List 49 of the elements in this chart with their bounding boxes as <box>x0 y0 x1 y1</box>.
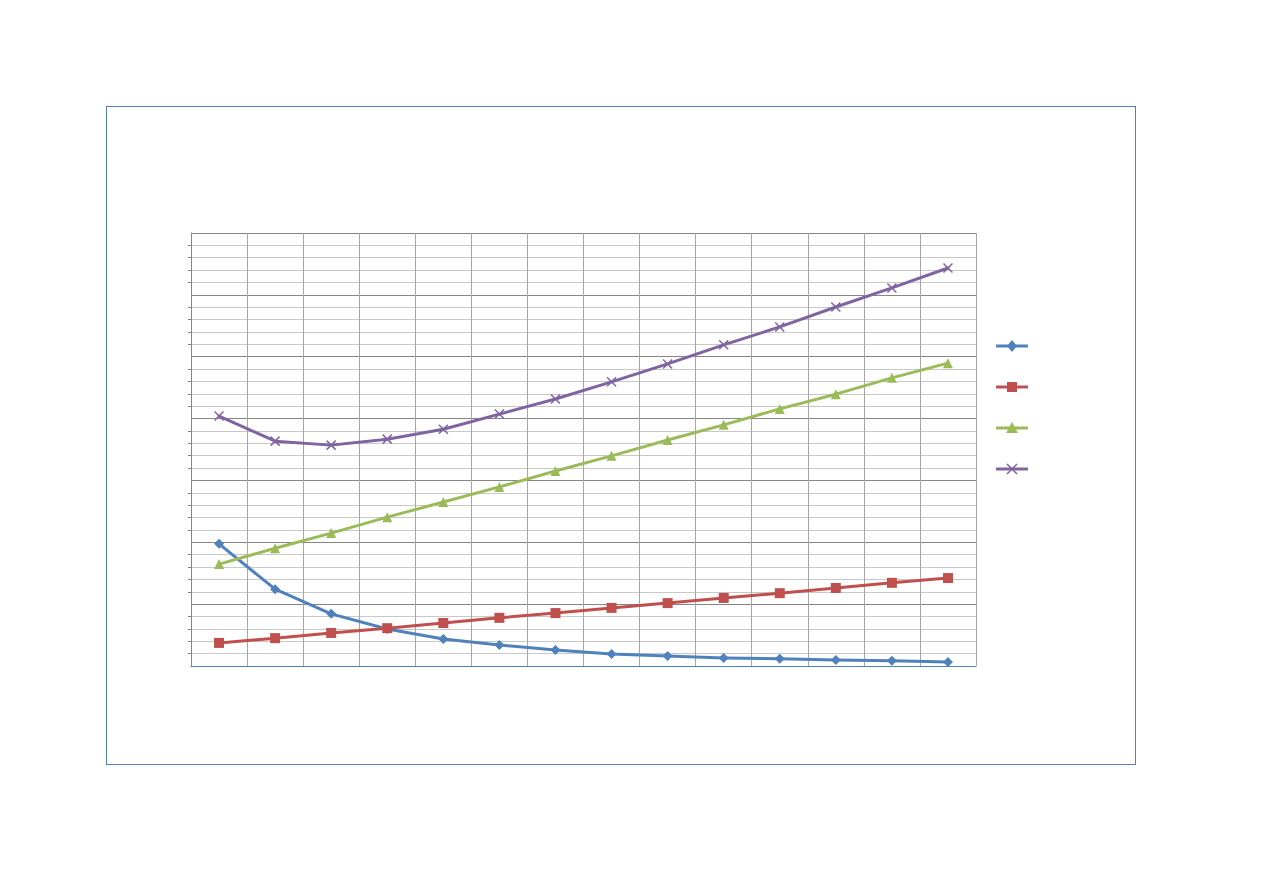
point <box>213 410 225 422</box>
point <box>494 639 505 650</box>
point <box>886 577 897 588</box>
point <box>718 419 729 430</box>
point <box>774 403 785 414</box>
point <box>270 543 281 554</box>
point <box>214 637 225 648</box>
point <box>606 649 617 660</box>
point <box>830 583 841 593</box>
point <box>942 358 953 369</box>
point <box>662 651 673 662</box>
point <box>718 339 729 351</box>
point <box>438 633 449 644</box>
point <box>550 393 561 405</box>
point <box>606 450 617 461</box>
point <box>326 528 337 539</box>
point <box>606 376 617 388</box>
point <box>662 434 673 445</box>
point <box>269 435 281 447</box>
point <box>606 602 617 613</box>
point <box>662 598 673 609</box>
point <box>550 608 561 619</box>
point <box>774 588 785 599</box>
point <box>830 301 842 313</box>
point <box>494 481 505 492</box>
point <box>830 389 841 400</box>
point <box>886 372 897 383</box>
point <box>270 633 281 644</box>
point <box>214 538 225 549</box>
point <box>662 358 673 370</box>
point <box>494 612 505 623</box>
point <box>326 608 337 619</box>
point <box>550 465 561 476</box>
point <box>382 512 393 523</box>
point <box>942 573 953 584</box>
point <box>326 627 337 638</box>
point <box>550 645 561 656</box>
point <box>438 423 449 435</box>
point <box>438 497 449 508</box>
point <box>214 559 225 570</box>
point <box>438 618 449 629</box>
point <box>774 321 785 333</box>
point <box>886 282 898 294</box>
point <box>270 584 281 595</box>
point <box>494 408 505 420</box>
point <box>325 439 337 451</box>
point <box>942 262 954 274</box>
point <box>382 433 393 445</box>
point <box>718 592 729 603</box>
